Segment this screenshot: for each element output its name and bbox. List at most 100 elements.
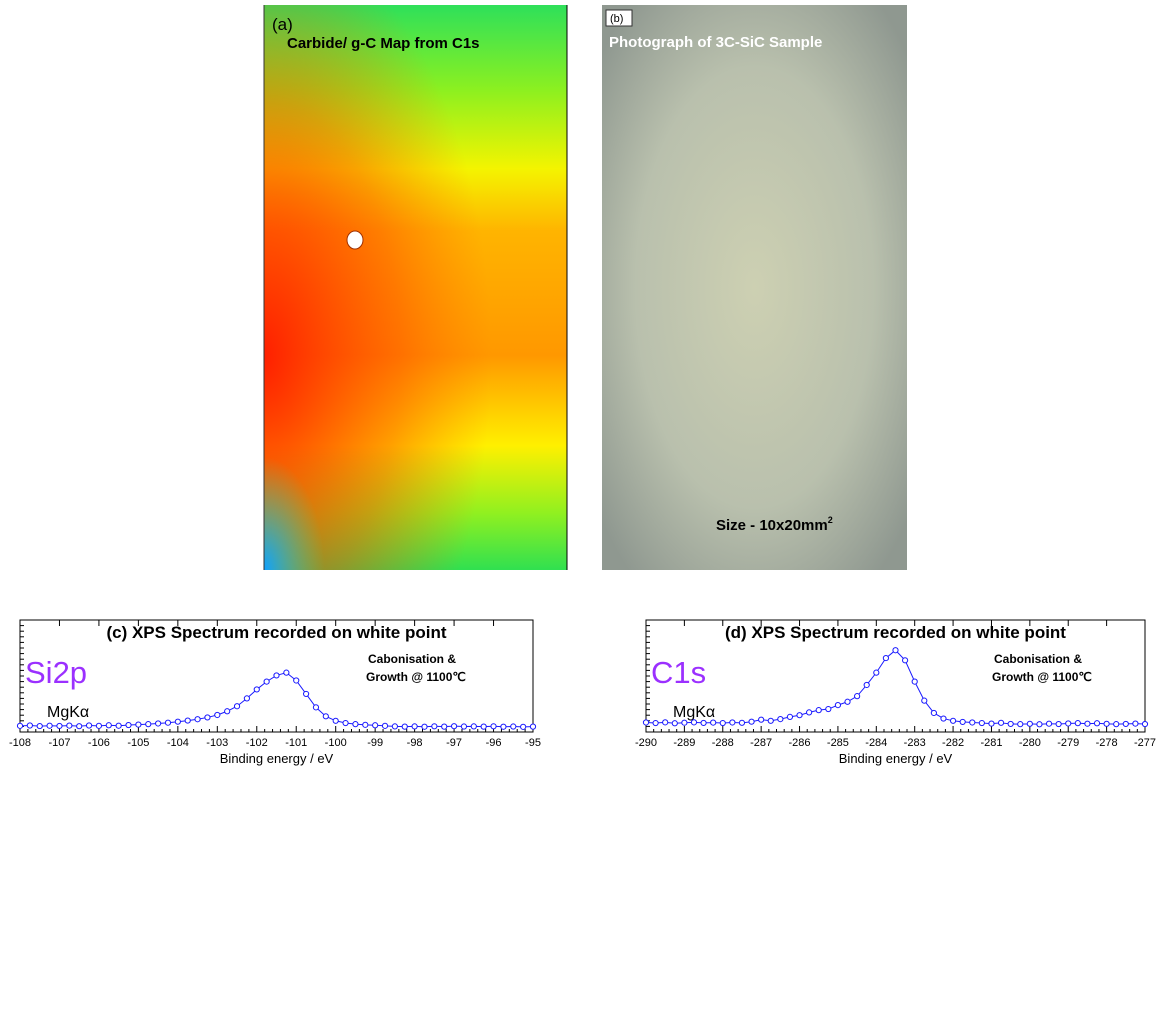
excitation-label: MgKα [673, 704, 715, 721]
data-point [700, 719, 707, 727]
data-point [184, 717, 191, 724]
data-point [470, 723, 477, 730]
data-point [834, 702, 842, 709]
data-point [681, 719, 688, 726]
data-point [1017, 721, 1024, 728]
x-tick-label: -95 [525, 737, 541, 749]
line-chart: -290 -289 -288 -287 -286 -285 -284 -283 -282 -281… [635, 619, 1156, 766]
data-point [1093, 720, 1101, 727]
data-point [401, 723, 408, 730]
data-point [988, 720, 995, 727]
x-tick-label: -281 [980, 737, 1002, 749]
x-tick-label: -280 [1019, 737, 1041, 749]
data-point [332, 717, 339, 724]
data-point [1026, 720, 1033, 727]
data-point [1122, 720, 1129, 728]
x-tick-label: -104 [167, 737, 189, 749]
x-tick-label: -286 [789, 737, 811, 749]
x-axis-label: Binding energy / eV [220, 751, 334, 766]
data-point [26, 722, 33, 729]
core-level-label: C1s [651, 655, 706, 690]
line-chart: -108 -107 -106 -105 -104 -103 -102 -101 -100 -99 -… [9, 619, 541, 766]
data-point [1074, 720, 1081, 727]
x-tick-label: -100 [325, 737, 347, 749]
core-level-label: Si2p [25, 655, 87, 690]
data-point [729, 719, 736, 726]
data-point [748, 718, 755, 725]
data-point [1132, 720, 1139, 727]
data-point [1045, 720, 1053, 727]
size-sup: 2 [828, 515, 833, 525]
data-point [969, 719, 976, 726]
data-point [642, 719, 650, 726]
x-tick-label: -98 [407, 737, 423, 749]
x-tick-label: -107 [48, 737, 70, 749]
data-point [283, 669, 290, 676]
data-point [529, 723, 537, 730]
data-point [135, 721, 142, 728]
data-point [273, 672, 280, 679]
annotation: Cabonisation & [994, 652, 1082, 666]
data-point [36, 722, 43, 730]
data-point [164, 719, 172, 726]
map-overlay [264, 5, 567, 570]
panel-b: (b) Photograph of 3C-SiC Sample Size - 1… [602, 5, 907, 570]
data-point [738, 719, 746, 726]
data-point [767, 717, 774, 724]
data-point [46, 722, 53, 729]
data-point [786, 713, 794, 720]
data-point [1036, 721, 1043, 728]
data-point [940, 715, 947, 722]
data-point [145, 721, 152, 728]
panel-label: (b) [610, 13, 623, 25]
chart-title: (d) XPS Spectrum recorded on white point [725, 623, 1066, 642]
panel-a: (a) Carbide/ g-C Map from C1s [263, 5, 568, 570]
data-point [825, 705, 832, 713]
data-point [76, 723, 83, 730]
data-point [85, 722, 93, 729]
data-point [391, 723, 398, 730]
data-point [882, 654, 890, 662]
data-point [844, 698, 851, 705]
annotation: Growth @ 1100℃ [992, 670, 1092, 684]
data-point [460, 723, 468, 730]
panel-title: Carbide/ g-C Map from C1s [287, 35, 480, 52]
data-point [690, 719, 698, 726]
data-point [1103, 720, 1110, 727]
data-point [777, 716, 784, 723]
x-tick-label: -97 [446, 737, 462, 749]
data-point [1084, 720, 1091, 727]
x-tick-label: -278 [1096, 737, 1118, 749]
data-point [381, 722, 389, 729]
x-tick-label: -108 [9, 737, 31, 749]
data-point [204, 714, 211, 721]
data-point [520, 723, 527, 730]
data-point [949, 717, 957, 724]
data-point [719, 719, 726, 727]
data-point [174, 718, 181, 725]
data-point [95, 722, 103, 729]
x-tick-label: -96 [486, 737, 502, 749]
white-point [346, 230, 364, 250]
data-point [662, 719, 669, 726]
data-point [224, 708, 231, 715]
x-tick-label: -288 [712, 737, 734, 749]
data-point [441, 723, 448, 730]
x-tick-label: -105 [127, 737, 149, 749]
data-point [1065, 720, 1072, 727]
x-tick-label: -284 [865, 737, 887, 749]
x-tick-label: -103 [206, 737, 228, 749]
data-point [978, 719, 985, 727]
data-point [342, 719, 349, 727]
data-point [959, 718, 966, 726]
size-label: Size - 10x20mm2 [716, 515, 833, 534]
data-point [671, 720, 678, 727]
size-text: Size - 10x20mm [716, 517, 828, 534]
data-point [480, 723, 487, 730]
panel-title: Photograph of 3C-SiC Sample [609, 34, 822, 51]
data-point [194, 716, 201, 723]
data-point [293, 677, 300, 684]
label-box [605, 9, 633, 27]
data-point [892, 647, 899, 654]
x-tick-label: -283 [904, 737, 926, 749]
